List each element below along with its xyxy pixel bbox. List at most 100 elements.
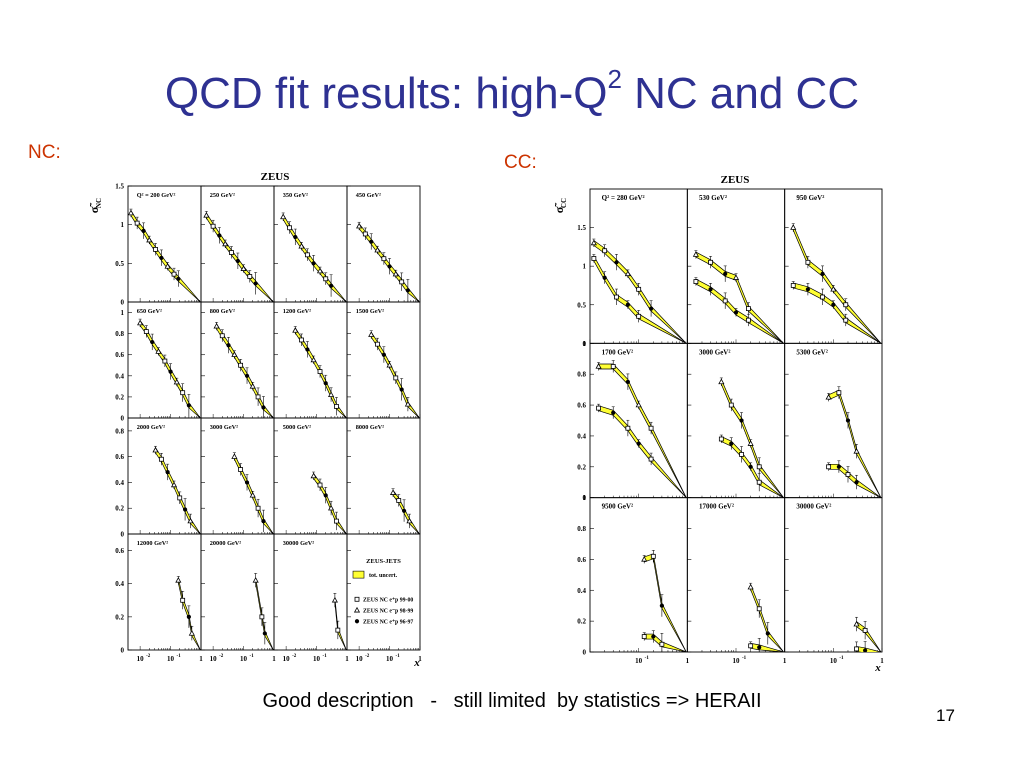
panel-frame [200, 417, 275, 535]
y-tick-label: 0.6 [577, 402, 586, 410]
fit-curve-lower [334, 602, 347, 650]
plot-panel: 30000 GeV² [273, 533, 348, 651]
panel-content [331, 593, 347, 650]
data-point [168, 369, 173, 374]
fit-curve-lower [282, 219, 347, 302]
title-rest: NC and CC [621, 69, 860, 118]
x-tick-label: 10 [733, 657, 741, 665]
data-point [334, 403, 339, 409]
legend-entry: ZEUS NC e⁺p 96-97 [363, 618, 413, 625]
plot-panel: 20000 GeV² [200, 533, 275, 651]
data-point [831, 302, 836, 307]
y-tick-label: 0 [583, 494, 587, 502]
y-tick-label: 0.8 [577, 525, 586, 533]
data-point [756, 606, 762, 612]
data-point [134, 220, 140, 226]
fit-curve-lower [695, 283, 784, 344]
uncertainty-band [598, 363, 687, 498]
y-tick-label: 0 [583, 340, 587, 348]
page-number: 17 [936, 706, 955, 725]
y-tick-label: 0.8 [115, 330, 124, 338]
legend-marker [354, 596, 360, 602]
panel-q2-label: 2000 GeV² [137, 424, 165, 431]
data-point [843, 317, 849, 323]
data-point [177, 495, 183, 501]
fit-curve-lower [598, 410, 687, 498]
y-tick-label: 1 [121, 221, 125, 229]
data-point [610, 364, 616, 369]
data-point [159, 255, 164, 261]
data-point [396, 498, 402, 503]
data-point [836, 464, 841, 469]
x-tick-exponent: -1 [177, 654, 182, 659]
data-point [381, 352, 386, 357]
fit-curve-lower [793, 287, 882, 344]
data-point [210, 223, 216, 229]
panel-frame [200, 185, 275, 303]
data-point [596, 405, 601, 411]
data-point [747, 583, 754, 590]
fit-curve-upper [255, 577, 274, 650]
data-point [368, 331, 375, 337]
legend-band-swatch [352, 570, 365, 579]
data-point [180, 390, 186, 396]
y-tick-label: 0.4 [115, 372, 124, 380]
plot-panel: Q² = 280 GeV² [589, 188, 688, 344]
panel-frame [273, 533, 348, 651]
y-tick-label: 0.5 [577, 301, 586, 309]
fit-curve-lower [750, 589, 784, 652]
panel-content [692, 250, 784, 344]
data-point [164, 262, 171, 269]
panel-content [137, 318, 201, 418]
data-point [152, 446, 159, 453]
data-point [238, 362, 244, 368]
panel-content [718, 377, 784, 498]
panel-frame [346, 185, 421, 303]
x-tick-exponent: -1 [323, 654, 328, 659]
y-tick-label: 0 [121, 415, 125, 423]
panel-q2-label: 8000 GeV² [356, 424, 384, 431]
panel-content [213, 322, 274, 418]
data-point [392, 270, 399, 277]
data-point [739, 418, 744, 423]
data-point [317, 369, 323, 375]
x-tick-label: 1 [783, 657, 787, 665]
data-point [316, 267, 324, 274]
data-point [240, 265, 247, 271]
y-tick-label: 0.6 [115, 547, 124, 555]
fit-curve-lower [206, 217, 274, 302]
data-point [323, 276, 329, 282]
plot-panel: 530 GeV² [686, 188, 786, 344]
y-tick-label: 1 [583, 494, 587, 502]
panel-content [175, 576, 201, 650]
data-point [853, 447, 860, 454]
panel-q2-label: 5300 GeV² [796, 348, 827, 356]
data-point [171, 271, 177, 277]
data-point [173, 378, 180, 385]
y-tick-label: 0.8 [577, 371, 586, 379]
y-tick-label: 0.8 [115, 427, 124, 435]
panel-frame [784, 342, 883, 499]
data-point [128, 209, 135, 216]
data-point [328, 504, 335, 511]
legend-title: ZEUS-JETS [366, 558, 401, 565]
plot-panel: 350 GeV² [273, 185, 348, 303]
panel-content [292, 326, 347, 418]
data-point [805, 259, 811, 265]
data-point [158, 456, 164, 462]
data-point [238, 467, 244, 472]
panel-frame [686, 497, 786, 653]
x-tick-exponent: -1 [396, 654, 401, 659]
data-point [854, 646, 859, 652]
data-point [182, 507, 188, 512]
panel-content [203, 211, 274, 302]
uncertainty-band [178, 577, 201, 650]
data-point [836, 390, 842, 396]
data-point [323, 493, 328, 498]
nc-figure: ZEUSσ̃NCx00.511.500.20.40.60.8100.20.40.… [87, 171, 422, 669]
panel-content [231, 452, 274, 534]
fit-curve-lower [792, 229, 882, 344]
data-point [733, 310, 739, 315]
data-point [826, 464, 832, 470]
x-tick-label: 1 [272, 655, 276, 663]
